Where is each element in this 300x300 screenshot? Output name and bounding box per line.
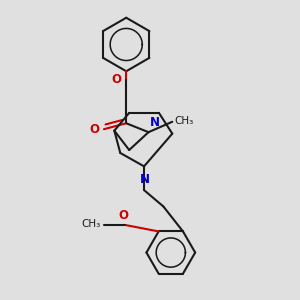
Text: O: O (90, 123, 100, 136)
Text: O: O (118, 209, 128, 222)
Text: CH₃: CH₃ (175, 116, 194, 126)
Text: O: O (112, 73, 122, 86)
Text: N: N (150, 116, 160, 129)
Text: CH₃: CH₃ (81, 219, 100, 229)
Text: N: N (140, 173, 150, 186)
